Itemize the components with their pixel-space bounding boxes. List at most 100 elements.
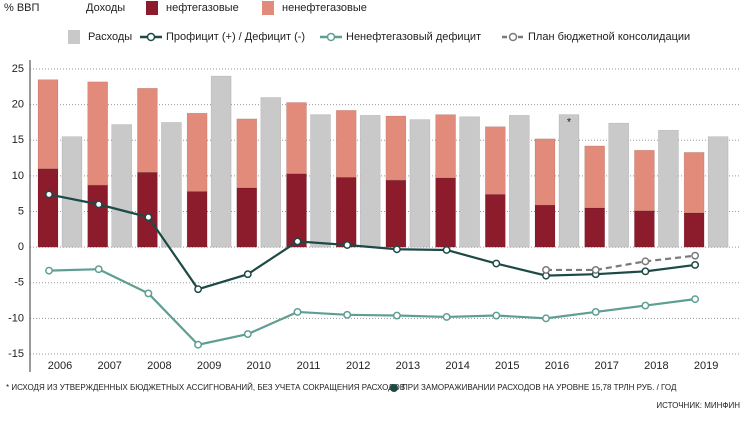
bar (161, 122, 182, 248)
y-tick-label: 15 (12, 134, 24, 146)
bar (584, 207, 606, 248)
line-marker (591, 308, 600, 316)
y-tick-label: -15 (8, 348, 24, 360)
bar (534, 138, 556, 206)
legend-label: нефтегазовые (166, 2, 239, 14)
line-marker (641, 257, 650, 266)
legend-marker (508, 32, 518, 42)
line-marker (641, 267, 650, 276)
line-marker (94, 265, 103, 274)
line-marker (144, 213, 153, 222)
line-marker (45, 190, 53, 199)
bar (634, 210, 655, 248)
y-tick-label: 25 (12, 63, 24, 75)
bar (435, 114, 456, 179)
annotation: * (567, 117, 572, 129)
legend-group-label: Доходы (86, 2, 125, 14)
x-tick-label: 2015 (495, 360, 519, 372)
x-tick-label: 2008 (147, 360, 171, 372)
x-tick-label: 2018 (644, 360, 668, 372)
x-tick-label: 2010 (247, 360, 271, 372)
y-tick-label: -5 (14, 277, 24, 289)
bar (385, 115, 407, 181)
line-marker (243, 330, 252, 338)
line (48, 193, 696, 291)
x-tick-label: 2016 (545, 360, 569, 372)
footnote: * ИСХОДЯ ИЗ УТВЕРЖДЕННЫХ БЮДЖЕТНЫХ АССИГ… (6, 383, 405, 392)
line-marker (492, 259, 501, 268)
source: ИСТОЧНИК: МИНФИН (656, 401, 740, 410)
bar (634, 149, 655, 212)
y-axis-label: % ВВП (4, 2, 40, 14)
footnote: ПРИ ЗАМОРАЖИВАНИИ РАСХОДОВ НА УРОВНЕ 15,… (402, 383, 677, 392)
x-tick-label: 2019 (694, 360, 718, 372)
bar (210, 75, 232, 248)
bar (385, 179, 407, 248)
bar (236, 118, 258, 189)
legend-swatch (146, 1, 158, 15)
line-marker (243, 270, 252, 279)
legend-label: Ненефтегазовый дефицит (346, 31, 481, 43)
line-marker (591, 265, 600, 274)
bar (608, 122, 630, 248)
line-marker (293, 237, 302, 246)
line-marker (45, 266, 53, 275)
x-tick-label: 2009 (197, 360, 221, 372)
bar (286, 173, 307, 248)
footnote-marker (390, 384, 398, 392)
bar (658, 129, 679, 248)
line-marker (392, 245, 401, 254)
y-tick-label: -10 (8, 312, 24, 324)
bar (137, 172, 158, 248)
legend: нефтегазовые ненефтегазовые Расходы Профици… (68, 1, 690, 44)
bar (359, 115, 381, 248)
bar (335, 177, 357, 248)
bar (508, 115, 530, 248)
bar (683, 212, 705, 248)
bar (584, 145, 606, 209)
line (546, 254, 696, 272)
bar (87, 184, 108, 248)
bar (683, 152, 705, 214)
bar (707, 136, 729, 248)
line-marker (691, 260, 700, 269)
bar (558, 114, 580, 248)
legend-marker (326, 32, 336, 42)
bar (37, 168, 59, 248)
legend-label: ненефтегазовые (282, 2, 367, 14)
line-marker (343, 241, 352, 249)
line-marker (194, 340, 203, 349)
x-tick-label: 2013 (396, 360, 420, 372)
legend-label: План бюджетной консолидации (528, 31, 690, 43)
x-tick-label: 2012 (346, 360, 370, 372)
bar (186, 191, 208, 248)
line-marker (392, 311, 401, 320)
line-marker (442, 313, 451, 321)
line-marker (343, 310, 352, 319)
x-tick-label: 2007 (97, 360, 121, 372)
line-marker (144, 289, 153, 298)
bar (484, 126, 506, 195)
bar (260, 97, 282, 248)
x-tick-label: 2006 (48, 360, 72, 372)
line-marker (691, 251, 700, 260)
legend-swatch (262, 1, 274, 15)
legend-label: Расходы (88, 31, 132, 43)
y-tick-label: 0 (18, 241, 24, 253)
line-marker (691, 295, 700, 304)
legend-swatch (68, 30, 80, 44)
bar (137, 87, 158, 173)
x-tick-label: 2014 (445, 360, 469, 372)
line-marker (293, 308, 302, 316)
bar (37, 79, 59, 170)
bar (310, 114, 331, 248)
bar (459, 116, 480, 248)
bar (286, 102, 307, 175)
x-tick-label: 2011 (297, 360, 321, 372)
line (48, 268, 696, 346)
line-marker (641, 301, 650, 310)
bar (61, 136, 83, 248)
line-marker (492, 311, 501, 320)
line-marker (442, 246, 451, 254)
